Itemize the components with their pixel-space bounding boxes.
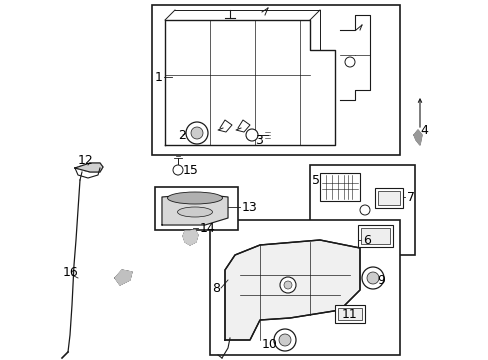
Text: 13: 13 <box>242 201 257 213</box>
Bar <box>152 5 399 155</box>
Circle shape <box>191 127 203 139</box>
Circle shape <box>366 272 378 284</box>
Circle shape <box>173 165 183 175</box>
Bar <box>209 220 399 355</box>
Polygon shape <box>183 230 198 245</box>
Bar <box>155 187 238 230</box>
Circle shape <box>185 122 207 144</box>
Polygon shape <box>75 163 103 172</box>
Bar <box>374 188 402 208</box>
Bar <box>357 225 392 247</box>
Bar <box>377 191 399 205</box>
Circle shape <box>279 334 290 346</box>
Text: 15: 15 <box>183 163 199 176</box>
Circle shape <box>361 267 383 289</box>
Circle shape <box>245 129 258 141</box>
Circle shape <box>280 277 295 293</box>
Text: 14: 14 <box>200 221 215 234</box>
Text: 12: 12 <box>78 153 94 166</box>
Circle shape <box>345 57 354 67</box>
Circle shape <box>273 329 295 351</box>
Text: 1: 1 <box>155 71 163 84</box>
Bar <box>360 228 389 244</box>
Text: 9: 9 <box>376 274 384 287</box>
Bar <box>337 308 361 320</box>
Text: 5: 5 <box>311 174 319 186</box>
Polygon shape <box>162 194 227 225</box>
Circle shape <box>284 281 291 289</box>
Bar <box>319 173 359 201</box>
Text: 4: 4 <box>419 123 427 136</box>
Text: 8: 8 <box>212 282 220 294</box>
Ellipse shape <box>177 207 212 217</box>
Text: 11: 11 <box>341 309 357 321</box>
Text: 2: 2 <box>178 129 185 141</box>
Circle shape <box>359 205 369 215</box>
Ellipse shape <box>167 192 222 204</box>
Bar <box>309 165 414 255</box>
Text: 6: 6 <box>362 234 370 247</box>
Text: 3: 3 <box>254 134 263 147</box>
Polygon shape <box>115 270 132 285</box>
Polygon shape <box>224 240 359 340</box>
Text: 7: 7 <box>406 190 414 203</box>
Text: 16: 16 <box>63 266 79 279</box>
Text: 10: 10 <box>262 338 277 351</box>
Bar <box>334 305 364 323</box>
Polygon shape <box>413 130 421 145</box>
